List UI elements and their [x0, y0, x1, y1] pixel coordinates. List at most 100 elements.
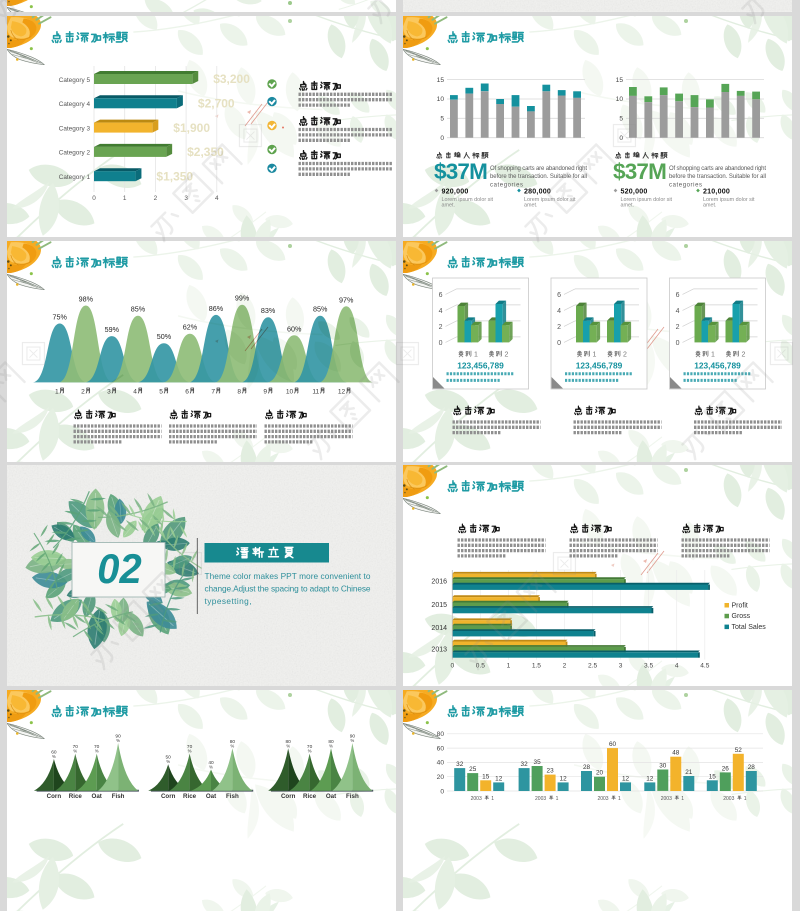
svg-text:Category 1: Category 1: [58, 174, 90, 181]
svg-text:2: 2: [623, 351, 627, 358]
svg-text:$2,350: $2,350: [187, 145, 224, 159]
svg-text:1: 1: [681, 796, 684, 802]
svg-text:80: 80: [285, 738, 291, 744]
svg-text:Corn: Corn: [46, 793, 61, 800]
svg-text:7: 7: [211, 388, 215, 395]
svg-text:0: 0: [440, 135, 444, 142]
svg-text:60: 60: [608, 741, 616, 748]
svg-text:4: 4: [557, 307, 561, 314]
svg-text:Fish: Fish: [346, 793, 359, 800]
svg-text:32: 32: [520, 761, 528, 768]
svg-text:02: 02: [97, 545, 142, 592]
svg-text:12: 12: [495, 775, 503, 782]
svg-text:83%: 83%: [260, 306, 275, 315]
svg-text:$1,350: $1,350: [156, 169, 193, 183]
svg-text:change.Adjust the spacing to a: change.Adjust the spacing to adapt to Ch…: [204, 584, 370, 594]
svg-text:%: %: [350, 738, 354, 743]
svg-text:Of shopping carts are abandone: Of shopping carts are abandoned right: [490, 166, 587, 172]
svg-text:97%: 97%: [339, 295, 354, 304]
svg-text:Rice: Rice: [303, 793, 317, 800]
svg-text:62%: 62%: [182, 322, 197, 331]
svg-text:23: 23: [546, 767, 554, 774]
svg-text:2003: 2003: [597, 796, 608, 802]
svg-text:Total Sales: Total Sales: [731, 624, 766, 631]
svg-text:categories: categories: [669, 182, 702, 188]
svg-text:99%: 99%: [234, 293, 249, 302]
svg-text:%: %: [307, 748, 311, 753]
svg-text:3.5: 3.5: [644, 663, 653, 670]
svg-text:50: 50: [165, 754, 171, 760]
svg-text:amet.: amet.: [620, 202, 633, 208]
svg-text:2003: 2003: [535, 796, 546, 802]
svg-text:5: 5: [440, 116, 444, 123]
svg-text:%: %: [187, 748, 191, 753]
svg-text:0: 0: [619, 135, 623, 142]
svg-text:90: 90: [349, 733, 355, 739]
svg-text:85%: 85%: [313, 304, 328, 313]
svg-text:28: 28: [747, 764, 755, 771]
svg-text:2: 2: [438, 323, 442, 330]
svg-text:12: 12: [646, 775, 654, 782]
svg-text:2003: 2003: [660, 796, 671, 802]
svg-text:$37M: $37M: [613, 159, 666, 184]
svg-text:Category 5: Category 5: [58, 77, 90, 84]
svg-text:3: 3: [184, 195, 188, 202]
svg-text:20: 20: [436, 774, 444, 781]
svg-text:4: 4: [215, 195, 219, 202]
svg-text:2: 2: [504, 351, 508, 358]
svg-text:9: 9: [263, 388, 267, 395]
svg-text:$3,200: $3,200: [213, 72, 250, 86]
svg-text:Category 3: Category 3: [58, 125, 90, 132]
svg-text:1: 1: [711, 351, 715, 358]
svg-text:15: 15: [708, 773, 716, 780]
svg-text:2013: 2013: [431, 647, 447, 654]
svg-text:10: 10: [615, 96, 623, 103]
svg-text:2015: 2015: [431, 602, 447, 609]
svg-text:10: 10: [436, 96, 444, 103]
svg-text:Gross: Gross: [731, 613, 750, 620]
svg-text:3: 3: [618, 663, 622, 670]
svg-text:4: 4: [675, 307, 679, 314]
svg-text:80: 80: [328, 738, 334, 744]
svg-text:2016: 2016: [431, 579, 447, 586]
svg-text:4.5: 4.5: [700, 663, 709, 670]
svg-text:59%: 59%: [104, 325, 119, 334]
svg-text:80: 80: [229, 738, 235, 744]
svg-text:typesetting,: typesetting,: [204, 596, 251, 606]
svg-text:Oat: Oat: [91, 793, 101, 800]
svg-text:5: 5: [159, 388, 163, 395]
svg-text:1.5: 1.5: [531, 663, 540, 670]
svg-text:8: 8: [237, 388, 241, 395]
svg-text:before the transaction. Suitab: before the transaction. Suitable for all: [669, 174, 766, 180]
svg-text:15: 15: [615, 77, 623, 84]
svg-text:2: 2: [741, 351, 745, 358]
svg-text:Category 2: Category 2: [58, 150, 90, 157]
svg-text:40: 40: [436, 759, 444, 766]
svg-text:48: 48: [672, 749, 680, 756]
svg-text:123,456,789: 123,456,789: [575, 360, 622, 370]
svg-text:35: 35: [533, 759, 541, 766]
svg-text:%: %: [230, 743, 234, 748]
svg-text:2: 2: [562, 663, 566, 670]
svg-text:%: %: [73, 748, 77, 753]
svg-text:$1,900: $1,900: [173, 121, 210, 135]
svg-text:52: 52: [734, 746, 742, 753]
svg-text:1: 1: [555, 796, 558, 802]
svg-text:0: 0: [557, 339, 561, 346]
svg-text:%: %: [166, 759, 170, 764]
svg-text:$37M: $37M: [434, 159, 487, 184]
svg-text:60%: 60%: [287, 324, 302, 333]
svg-text:2003: 2003: [723, 796, 734, 802]
svg-text:32: 32: [456, 761, 464, 768]
svg-text:85%: 85%: [130, 304, 145, 313]
svg-text:280,000: 280,000: [524, 188, 551, 196]
svg-text:28: 28: [582, 764, 590, 771]
svg-text:80: 80: [436, 731, 444, 738]
svg-text:15: 15: [436, 77, 444, 84]
svg-text:1: 1: [55, 388, 59, 395]
svg-text:12: 12: [621, 775, 629, 782]
svg-text:1: 1: [743, 796, 746, 802]
svg-text:%: %: [209, 764, 213, 769]
svg-text:70: 70: [306, 744, 312, 750]
svg-text:0: 0: [438, 339, 442, 346]
